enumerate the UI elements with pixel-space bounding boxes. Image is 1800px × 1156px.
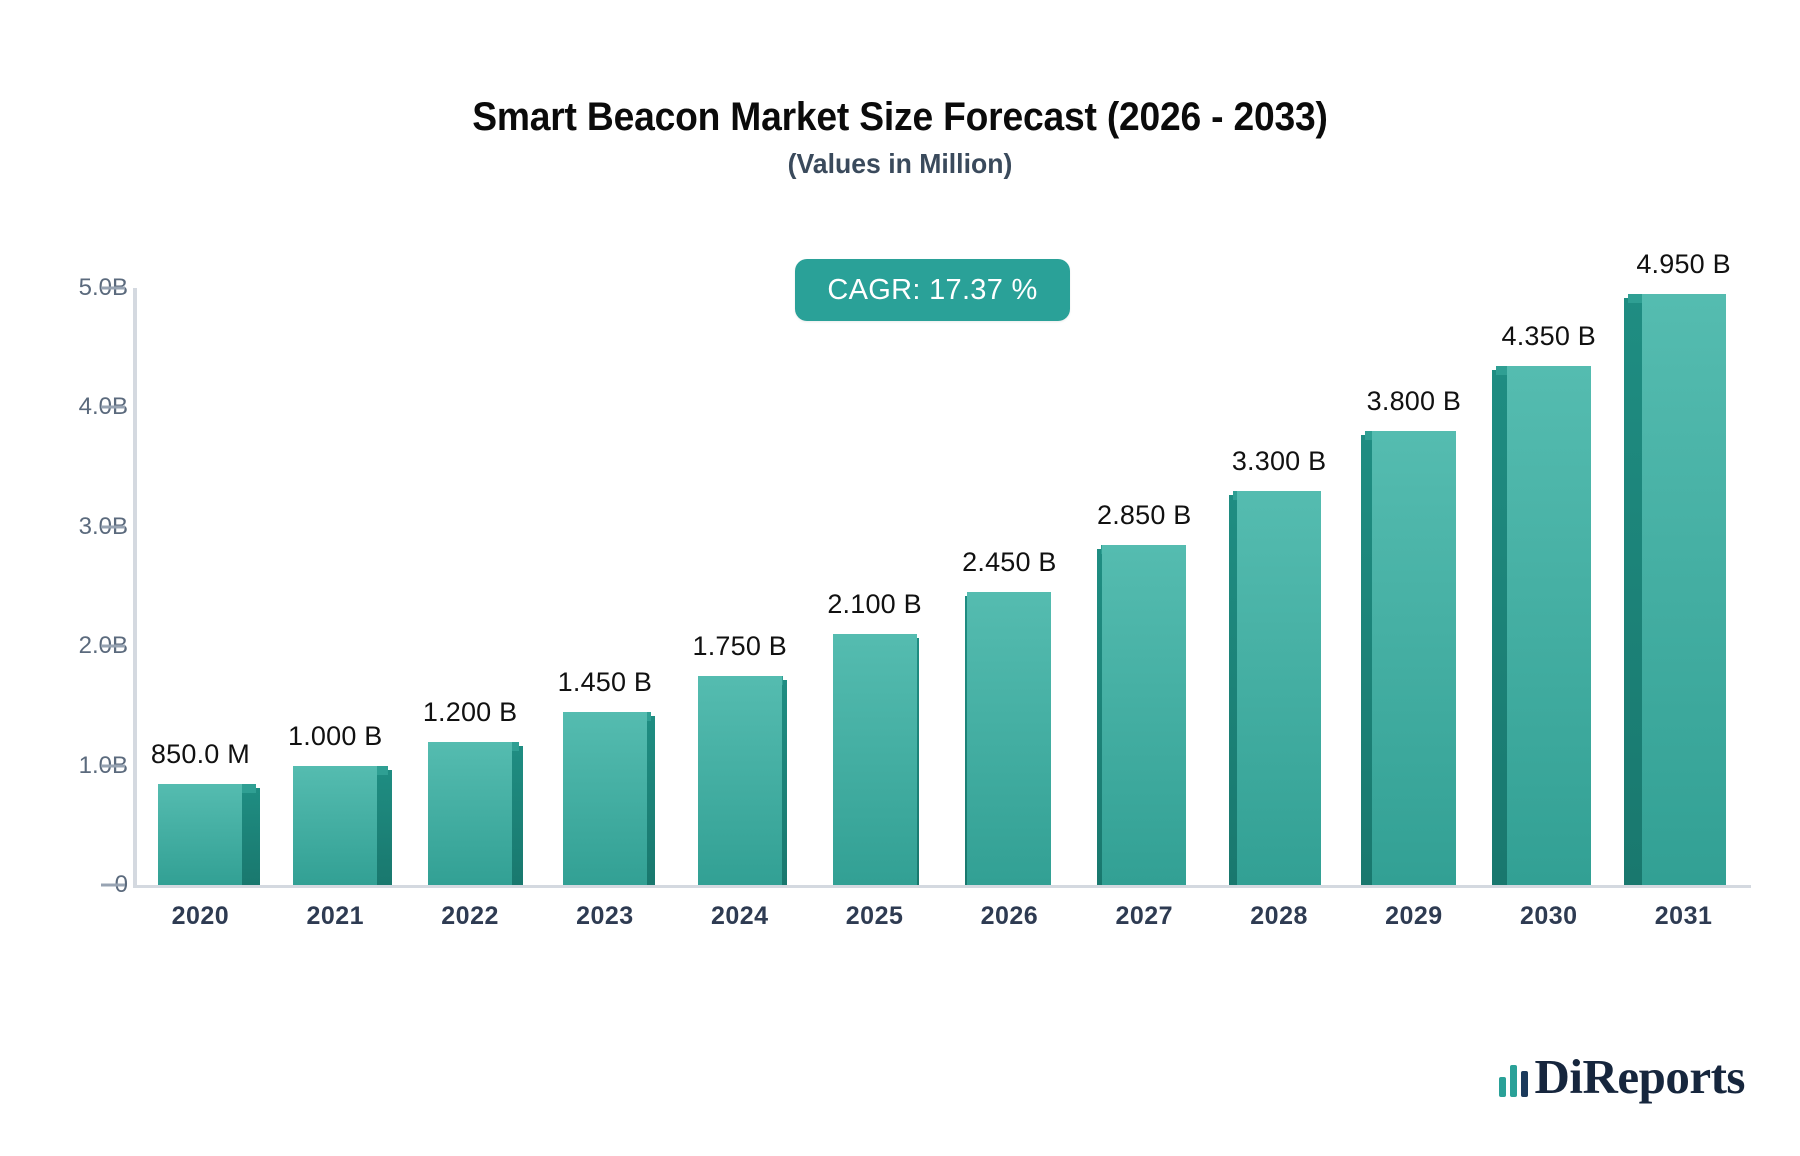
bar-front-face (158, 783, 243, 885)
bar-front-face (967, 592, 1052, 885)
bar-front-face (1506, 365, 1591, 885)
bar-chart-icon (1499, 1059, 1529, 1101)
bar-group[interactable]: 4.950 B (1623, 249, 1731, 885)
bar-value-label: 4.350 B (1501, 320, 1596, 351)
bar-front-face (562, 711, 647, 885)
x-tick-label: 2024 (710, 902, 769, 930)
bar[interactable]: 3.300 B (1229, 288, 1326, 885)
bar[interactable]: 850.0 M (151, 288, 261, 885)
bar-group[interactable]: 3.300 B (1229, 288, 1326, 885)
bar-front-face (1237, 490, 1322, 885)
direports-logo: DiReports (1499, 1052, 1745, 1101)
x-axis-line (133, 885, 1751, 888)
bar-front-face (832, 634, 917, 885)
bar-group[interactable]: 4.350 B (1491, 288, 1596, 885)
bar[interactable]: 4.350 B (1491, 288, 1596, 885)
bar-value-label: 3.800 B (1366, 386, 1462, 417)
bar[interactable]: 2.100 B (827, 288, 922, 885)
bar-value-label: 3.300 B (1231, 445, 1327, 476)
bar[interactable]: 1.750 B (693, 288, 787, 885)
bar-group[interactable]: 850.0 M (151, 288, 261, 885)
x-tick-label: 2023 (576, 902, 634, 930)
bar-value-label: 2.850 B (1097, 499, 1192, 530)
y-axis-line (133, 288, 137, 888)
bar-side-face (916, 638, 919, 885)
x-tick-label: 2027 (1115, 902, 1174, 930)
bar-side-face (781, 680, 787, 885)
x-tick-label: 2021 (306, 902, 365, 930)
bar-front-face (293, 765, 378, 885)
bar-side-face (512, 745, 524, 885)
bar-group[interactable]: 3.800 B (1360, 288, 1461, 885)
y-tick-mark (101, 764, 125, 768)
y-tick-mark (101, 883, 125, 887)
chart-subtitle: (Values in Million) (787, 148, 1013, 179)
bar-side-face (1623, 297, 1642, 885)
chart-title: Smart Beacon Market Size Forecast (2026 … (472, 95, 1328, 139)
bar-side-face (242, 787, 261, 885)
x-tick-label: 2031 (1654, 902, 1713, 930)
x-tick-label: 2020 (171, 902, 230, 930)
logo-text: DiReports (1534, 1049, 1745, 1104)
bar-value-label: 1.200 B (422, 696, 518, 727)
bar-group[interactable]: 1.200 B (423, 288, 524, 885)
x-tick-label: 2025 (845, 902, 904, 930)
bar-front-face (1641, 293, 1726, 885)
bar-group[interactable]: 2.850 B (1097, 288, 1191, 885)
bar-value-label: 2.100 B (827, 589, 922, 620)
cagr-badge: CAGR: 17.37 % (795, 259, 1070, 321)
bar-group[interactable]: 2.100 B (827, 288, 922, 885)
bar[interactable]: 3.800 B (1360, 288, 1461, 885)
bar-front-face (697, 676, 782, 885)
bar-value-label: 1.000 B (288, 720, 383, 751)
bar[interactable]: 2.450 B (962, 288, 1056, 885)
bar-value-label: 2.450 B (962, 547, 1057, 578)
bar-front-face (428, 741, 513, 885)
bar-side-face (377, 769, 393, 885)
y-tick-mark (101, 644, 125, 648)
x-tick-label: 2030 (1519, 902, 1578, 930)
bar-group[interactable]: 1.000 B (288, 288, 393, 885)
bar-series: 850.0 M 1.000 B 1.200 B 1.450 B 1.750 B 2.100… (133, 249, 1751, 885)
bar[interactable]: 1.450 B (558, 288, 655, 885)
x-tick-label: 2028 (1250, 902, 1308, 930)
bar-group[interactable]: 1.750 B (693, 288, 787, 885)
bar-front-face (1102, 544, 1187, 885)
bar[interactable]: 1.000 B (288, 288, 393, 885)
bar-front-face (1371, 431, 1456, 885)
bar-side-face (1491, 369, 1507, 885)
x-tick-label: 2026 (980, 902, 1039, 930)
bar-value-label: 1.750 B (692, 631, 787, 662)
bar[interactable]: 2.850 B (1097, 288, 1191, 885)
bar-group[interactable]: 2.450 B (962, 288, 1056, 885)
bar-side-face (965, 596, 968, 885)
bar[interactable]: 4.950 B (1623, 249, 1731, 885)
bar-side-face (1229, 494, 1238, 885)
bar-side-face (1360, 435, 1372, 885)
bar-value-label: 850.0 M (150, 738, 250, 769)
bar-value-label: 1.450 B (557, 666, 653, 697)
y-tick-mark (101, 286, 125, 290)
x-tick-label: 2029 (1385, 902, 1443, 930)
y-tick-mark (101, 525, 125, 529)
bar-side-face (646, 715, 655, 885)
bar-value-label: 4.950 B (1636, 248, 1731, 279)
bar-side-face (1097, 548, 1103, 885)
bar[interactable]: 1.200 B (423, 288, 524, 885)
bar-group[interactable]: 1.450 B (558, 288, 655, 885)
y-tick-mark (101, 405, 125, 409)
x-tick-label: 2022 (441, 902, 499, 930)
